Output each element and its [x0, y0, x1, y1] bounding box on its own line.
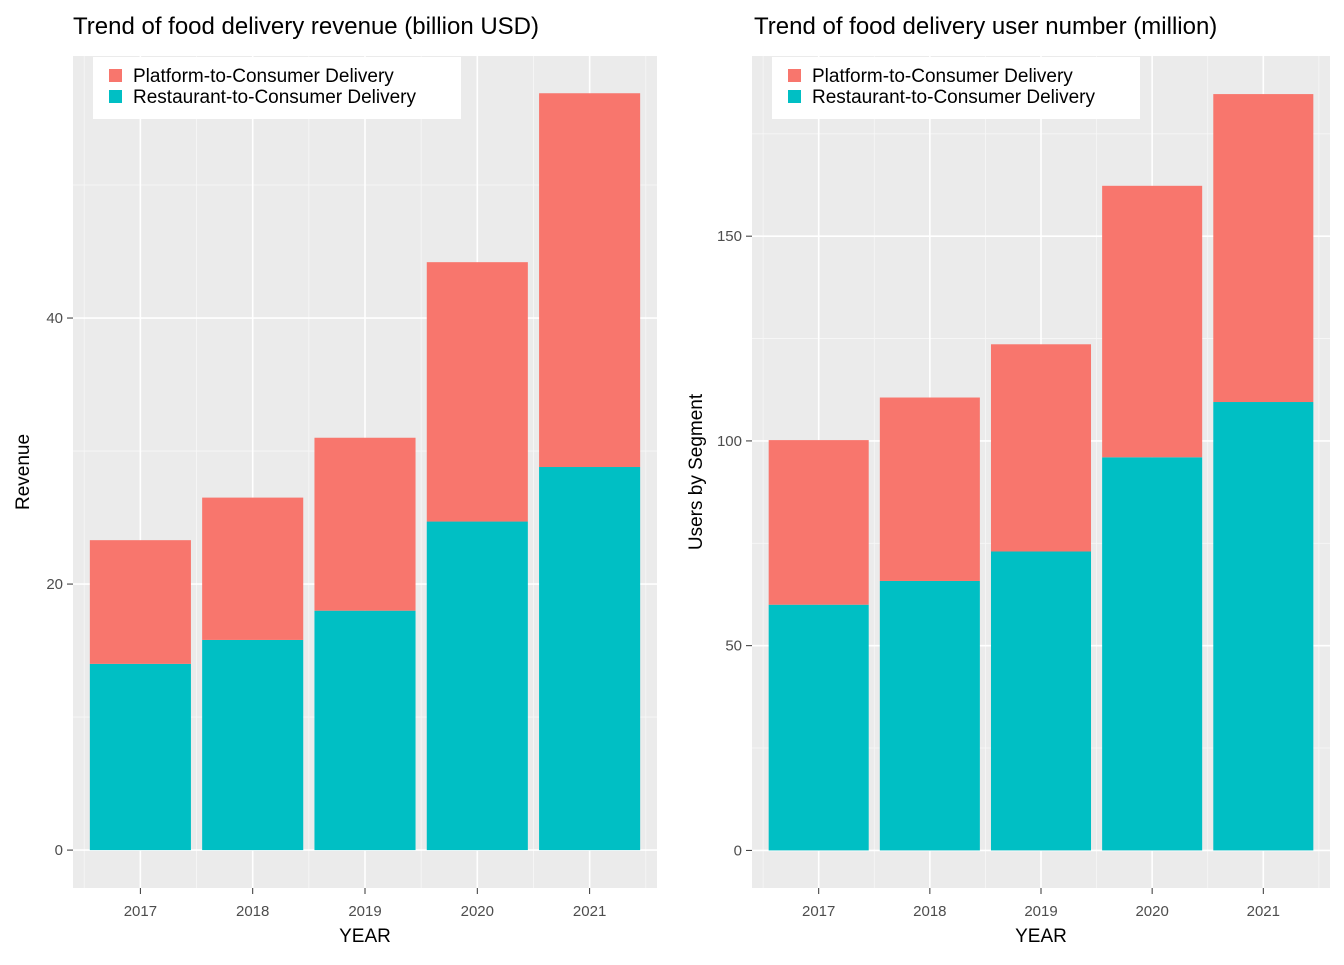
chart-title: Trend of food delivery revenue (billion …: [73, 13, 539, 40]
bar-platform-2021: [539, 93, 641, 468]
bar-platform-2017: [768, 440, 869, 605]
legend: Platform-to-Consumer DeliveryRestaurant-…: [93, 57, 461, 119]
x-tick-label: 2021: [573, 903, 606, 920]
y-tick-label: 0: [55, 842, 63, 859]
bar-platform-2018: [879, 397, 980, 581]
bar-restaurant-2018: [202, 639, 304, 851]
bar-platform-2018: [202, 497, 304, 640]
y-tick-label: 50: [725, 638, 742, 655]
x-tick-label: 2017: [802, 903, 835, 920]
x-tick-label: 2020: [461, 903, 494, 920]
legend-label-restaurant: Restaurant-to-Consumer Delivery: [812, 87, 1095, 108]
x-tick-label: 2017: [124, 903, 157, 920]
bar-platform-2020: [1102, 185, 1203, 458]
bar-platform-2019: [990, 344, 1092, 552]
y-tick-label: 100: [717, 433, 742, 450]
y-axis-title: Users by Segment: [686, 393, 707, 550]
bar-platform-2017: [89, 540, 191, 664]
chart-panel-1: 0 20 40 2017 2018 2019 2020 2021 Trend of food d…: [13, 13, 657, 947]
legend-key-restaurant: [788, 90, 801, 103]
bar-restaurant-2019: [990, 551, 1092, 851]
bar-platform-2020: [426, 262, 528, 522]
bar-platform-2021: [1213, 94, 1314, 403]
legend-label-platform: Platform-to-Consumer Delivery: [133, 66, 394, 87]
legend-label-restaurant: Restaurant-to-Consumer Delivery: [133, 87, 416, 108]
bar-restaurant-2021: [1213, 402, 1314, 851]
y-tick-label: 40: [46, 310, 63, 327]
legend-key-platform: [788, 69, 801, 82]
y-tick-label: 0: [734, 842, 742, 859]
x-tick-label: 2018: [913, 903, 946, 920]
legend-key-platform: [109, 69, 122, 82]
bar-restaurant-2017: [768, 604, 869, 851]
x-tick-label: 2021: [1247, 903, 1280, 920]
legend: Platform-to-Consumer DeliveryRestaurant-…: [772, 57, 1140, 119]
x-tick-label: 2018: [236, 903, 269, 920]
bar-restaurant-2021: [539, 467, 641, 851]
x-axis-title: YEAR: [339, 926, 391, 947]
y-tick-label: 20: [46, 576, 63, 593]
x-tick-label: 2020: [1135, 903, 1168, 920]
bar-platform-2019: [314, 437, 416, 611]
legend-box: [772, 57, 1140, 119]
y-tick-label: 150: [717, 228, 742, 245]
bar-restaurant-2020: [426, 521, 528, 851]
legend-box: [93, 57, 461, 119]
bar-restaurant-2020: [1102, 457, 1203, 851]
chart-title: Trend of food delivery user number (mill…: [754, 13, 1217, 40]
bar-restaurant-2017: [89, 663, 191, 851]
x-axis-title: YEAR: [1015, 926, 1067, 947]
chart-panel-2: 0 50 100 150 2017 2018 2019 2020 2021 Trend of fo…: [686, 13, 1330, 947]
bar-restaurant-2018: [879, 580, 980, 851]
y-axis-title: Revenue: [13, 434, 34, 510]
legend-label-platform: Platform-to-Consumer Delivery: [812, 66, 1073, 87]
x-tick-label: 2019: [1024, 903, 1057, 920]
bar-restaurant-2019: [314, 610, 416, 851]
legend-key-restaurant: [109, 90, 122, 103]
x-tick-label: 2019: [348, 903, 381, 920]
